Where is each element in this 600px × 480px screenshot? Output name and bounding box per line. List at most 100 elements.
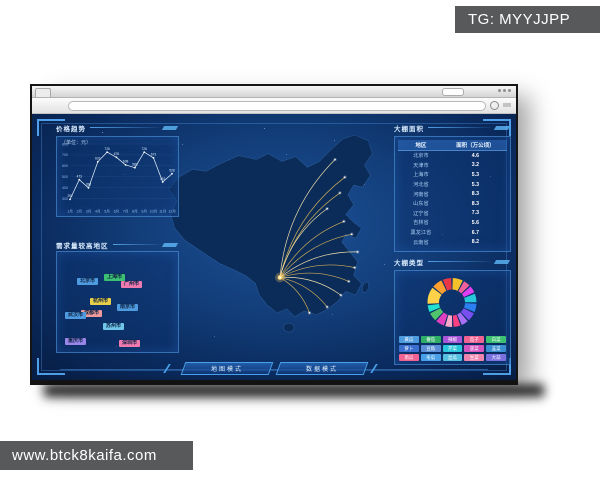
reload-icon[interactable] [490, 101, 499, 110]
types-legend: 黄瓜 番茄 辣椒 茄子 白菜萝卜 豆角 芹菜 菠菜 韭菜南瓜 冬瓜 丝瓜 生菜 大蒜 [399, 336, 506, 361]
regions-panel-title: 需求量较高地区 [56, 240, 179, 250]
svg-text:726: 726 [104, 147, 110, 151]
browser-window: 价格趋势 （单位：元） 800 700 600 500 400 300 1月 2月 3月 4月 5月… [30, 84, 518, 385]
watermark-text: www.btck8kaifa.com [12, 447, 157, 464]
legend-item[interactable]: 豆角 [420, 345, 441, 352]
donut-segment[interactable] [427, 304, 440, 312]
mode-tab-1[interactable]: 地图模式 [180, 362, 273, 375]
trend-panel: （单位：元） 800 700 600 500 400 300 1月 2月 3月 4月 5月 6月 7月 8… [56, 136, 179, 217]
legend-item[interactable]: 南瓜 [399, 354, 419, 361]
title-cap-icon [493, 125, 511, 130]
legend-item[interactable]: 韭菜 [486, 345, 506, 352]
table-row: 北京市 4.6 [413, 152, 479, 160]
types-panel: 黄瓜 番茄 辣椒 茄子 白菜萝卜 豆角 芹菜 菠菜 韭菜南瓜 冬瓜 丝瓜 生菜 大蒜 [394, 270, 511, 365]
legend-item[interactable]: 菠菜 [464, 345, 485, 352]
tg-badge: TG: MYYJJPP [455, 6, 600, 33]
table-row: 黑龙江省 6.7 [410, 229, 479, 237]
table-header: 地区 面积（万公顷） [398, 140, 507, 151]
hainan-island [283, 322, 295, 333]
title-cap-icon [493, 259, 511, 264]
donut-segment[interactable] [433, 280, 447, 295]
regions-title-text: 需求量较高地区 [56, 242, 109, 250]
legend-item[interactable]: 茄子 [464, 336, 485, 343]
region-tag: 武汉市 [65, 312, 87, 319]
site-watermark: www.btck8kaifa.com [0, 441, 193, 470]
svg-text:11月: 11月 [159, 209, 166, 214]
area-panel-title: 大棚面积 [394, 123, 511, 133]
svg-text:5月: 5月 [104, 209, 110, 214]
svg-text:726: 726 [142, 147, 148, 151]
table-row: 云南省 8.2 [413, 239, 479, 246]
mode-tab-2[interactable]: 数据模式 [275, 362, 368, 375]
legend-item[interactable]: 丝瓜 [442, 354, 463, 361]
svg-text:600: 600 [62, 164, 68, 168]
mode-tab-bar: 地图模式 数据模式 [32, 362, 516, 375]
region-tag: 北京市 [77, 278, 99, 285]
svg-text:700: 700 [62, 153, 68, 157]
donut-segment[interactable] [427, 287, 442, 304]
tg-badge-text: TG: MYYJJPP [468, 11, 571, 28]
donut-segment[interactable] [445, 315, 453, 328]
region-tag: 深圳市 [119, 340, 141, 347]
region-tag: 上海市 [104, 274, 126, 281]
legend-item[interactable]: 冬瓜 [420, 354, 441, 361]
frame-bottom-line [60, 369, 488, 370]
region-tag: 广州市 [121, 281, 143, 288]
donut-segment[interactable] [430, 308, 444, 321]
donut-segment[interactable] [464, 293, 477, 303]
legend-item[interactable]: 大蒜 [486, 354, 506, 361]
legend-item[interactable]: 萝卜 [399, 345, 419, 352]
area-panel: 地区 面积（万公顷） 北京市 4.6 天津市 3.2 上海市 5.3 河北省 5.3 河南省 8.3 山… [394, 136, 511, 252]
svg-text:2月: 2月 [76, 209, 82, 214]
china-map [168, 134, 373, 333]
legend-item[interactable]: 黄瓜 [399, 336, 419, 343]
legend-item[interactable]: 辣椒 [442, 336, 463, 343]
donut-segment[interactable] [460, 308, 474, 321]
region-tag: 成都市 [81, 310, 103, 317]
legend-item[interactable]: 芹菜 [442, 345, 463, 352]
window-controls[interactable] [498, 89, 511, 92]
svg-text:500: 500 [62, 175, 68, 179]
svg-text:800: 800 [62, 142, 68, 146]
table-row: 吉林省 5.6 [413, 219, 479, 227]
svg-text:8月: 8月 [132, 209, 138, 214]
area-table: 地区 面积（万公顷） 北京市 4.6 天津市 3.2 上海市 5.3 河北省 5.3 河南省 8.3 山… [398, 140, 507, 247]
region-tag: 苏州市 [103, 323, 125, 330]
title-cap-icon [161, 125, 179, 130]
table-row: 河北省 5.3 [413, 181, 479, 189]
legend-item[interactable]: 番茄 [420, 336, 441, 343]
donut-segment[interactable] [442, 278, 452, 291]
legend-item[interactable]: 生菜 [464, 354, 485, 361]
donut-segment[interactable] [452, 278, 463, 291]
taiwan-island [361, 281, 370, 293]
table-row: 上海市 5.3 [413, 171, 479, 179]
mode-tab-label: 地图模式 [210, 367, 243, 373]
svg-text:3月: 3月 [86, 209, 92, 214]
legend-item[interactable]: 白菜 [486, 336, 506, 343]
toolbar-menu-icon[interactable] [503, 103, 511, 107]
address-bar[interactable] [68, 101, 486, 111]
donut-segment[interactable] [452, 314, 461, 327]
svg-text:7月: 7月 [123, 209, 129, 214]
donut-segment[interactable] [461, 286, 475, 298]
region-tag: 南京市 [117, 304, 139, 311]
donut-segment[interactable] [457, 312, 468, 326]
region-tag: 重庆市 [65, 338, 87, 345]
area-title-text: 大棚面积 [394, 125, 424, 133]
svg-text:678: 678 [114, 152, 120, 156]
dashboard-screen: 价格趋势 （单位：元） 800 700 600 500 400 300 1月 2月 3月 4月 5月… [32, 114, 516, 380]
svg-text:9月: 9月 [141, 209, 147, 214]
china-outline [168, 134, 373, 318]
star-dots [32, 114, 33, 115]
donut-segment[interactable] [464, 303, 477, 312]
browser-tab[interactable] [35, 88, 51, 97]
browser-titlebar [32, 86, 516, 98]
table-row: 山东省 8.3 [413, 200, 479, 208]
trend-unit-label: （单位：元） [61, 140, 92, 146]
titlebar-search-box[interactable] [442, 88, 464, 96]
svg-text:583: 583 [132, 163, 138, 167]
donut-segment[interactable] [436, 312, 448, 326]
donut-segment[interactable] [458, 281, 470, 294]
svg-text:6月: 6月 [114, 209, 120, 214]
trend-title-text: 价格趋势 [56, 125, 86, 133]
